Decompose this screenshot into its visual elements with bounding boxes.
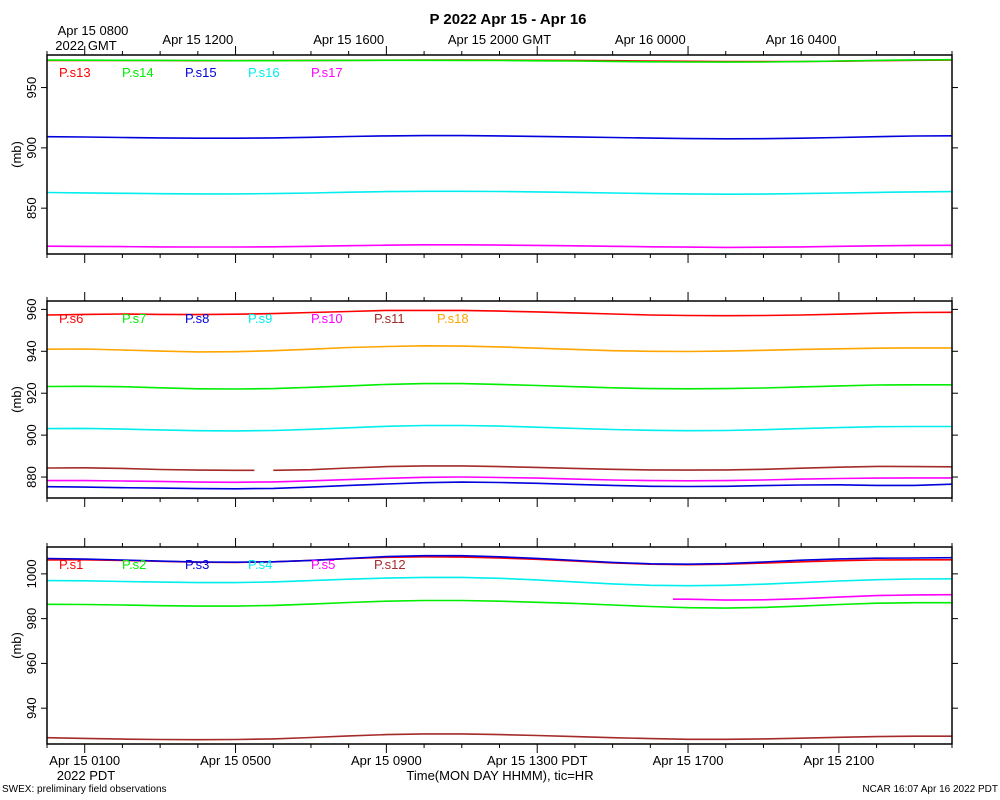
top-axis-first-label-line2: 2022 GMT	[55, 38, 116, 53]
series-line-P-s8	[46, 481, 953, 490]
bottom-axis-label: Apr 15 0500	[200, 753, 271, 768]
series-line-P-s3	[46, 554, 953, 566]
series-line-P-s17	[46, 244, 953, 249]
y-tick-label: 1000	[24, 559, 39, 588]
legend-label-P-s6: P.s6	[59, 311, 83, 326]
legend-label-P-s14: P.s14	[122, 65, 154, 80]
bottom-axis-tz-label: 2022 PDT	[57, 768, 116, 783]
series-line-P-s15	[46, 134, 953, 140]
top-axis-label: Apr 16 0400	[766, 32, 837, 47]
y-tick-label: 900	[24, 137, 39, 159]
y-tick-label: 980	[24, 608, 39, 630]
series-line-P-s7	[46, 382, 952, 390]
legend-label-P-s13: P.s13	[59, 65, 91, 80]
series-line-P-s10	[47, 476, 952, 484]
y-axis-label: (mb)	[9, 632, 24, 659]
bottom-axis-label: Apr 15 1300 PDT	[487, 753, 588, 768]
series-line-P-s4	[46, 576, 953, 587]
legend-label-P-s1: P.s1	[59, 557, 83, 572]
footer-right: NCAR 16:07 Apr 16 2022 PDT	[862, 784, 998, 795]
x-axis-title: Time(MON DAY HHMM), tic=HR	[406, 768, 593, 783]
series-line-P-s2	[46, 599, 952, 609]
legend-label-P-s16: P.s16	[248, 65, 280, 80]
series-line-P-s1	[46, 555, 952, 566]
y-tick-label: 880	[24, 466, 39, 488]
top-axis-label: Apr 15 1200	[162, 32, 233, 47]
series-line-P-s5	[673, 593, 953, 601]
y-tick-label: 950	[24, 77, 39, 99]
y-axis-label: (mb)	[9, 141, 24, 168]
y-tick-label: 960	[24, 653, 39, 675]
series-line-P-s11	[46, 466, 255, 472]
bottom-axis-label: Apr 15 0100	[49, 753, 120, 768]
legend-label-P-s17: P.s17	[311, 65, 343, 80]
legend-label-P-s10: P.s10	[311, 311, 343, 326]
panel-1: 850 900 950 (mb) P.s13 P.s14 P.s15 P.s16 P.s17	[9, 46, 958, 263]
bottom-axis-label: Apr 15 1700	[653, 753, 724, 768]
panel-3: 940 960 980 1000 (mb) P.s1 P.s2 P.s3 P.s4 P.s5 P.s…	[9, 538, 958, 753]
y-tick-label: 940	[24, 340, 39, 362]
legend-label-P-s11: P.s11	[374, 311, 405, 326]
series-line-P-s18	[46, 344, 952, 353]
legend-label-P-s9: P.s9	[248, 311, 272, 326]
y-tick-label: 960	[24, 299, 39, 321]
bottom-axis-label: Apr 15 0900	[351, 753, 422, 768]
panel-frame	[46, 546, 953, 745]
series-line-P-s6	[46, 309, 953, 317]
y-axis-label: (mb)	[9, 386, 24, 413]
legend-label-P-s8: P.s8	[185, 311, 209, 326]
panel-2: 880 900 920 940 960 (mb) P.s6 P.s7 P.s8 P.s9 P.s10…	[9, 292, 958, 507]
legend-label-P-s2: P.s2	[122, 557, 146, 572]
top-axis-label: Apr 15 1600	[313, 32, 384, 47]
top-axis-label: Apr 16 0000	[615, 32, 686, 47]
chart-panels: 850 900 950 (mb) P.s13 P.s14 P.s15 P.s16 P.s17 88…	[9, 32, 958, 768]
y-tick-label: 900	[24, 424, 39, 446]
legend-label-P-s18: P.s18	[437, 311, 469, 326]
footer-left: SWEX: preliminary field observations	[2, 784, 167, 795]
y-tick-label: 920	[24, 382, 39, 404]
legend-label-P-s4: P.s4	[248, 557, 272, 572]
legend-label-P-s7: P.s7	[122, 311, 146, 326]
top-axis-label: Apr 15 2000 GMT	[448, 32, 551, 47]
bottom-axis-label: Apr 15 2100	[803, 753, 874, 768]
series-line-P-s9	[46, 424, 952, 432]
y-tick-label: 850	[24, 197, 39, 219]
series-line-P-s11-seg2	[273, 465, 953, 472]
series-line-P-s14	[46, 58, 953, 63]
legend-label-P-s15: P.s15	[185, 65, 217, 80]
panel-frame	[46, 54, 953, 255]
series-line-P-s12	[46, 733, 952, 741]
series-line-P-s16	[46, 190, 953, 196]
legend-label-P-s5: P.s5	[311, 557, 335, 572]
legend-label-P-s3: P.s3	[185, 557, 209, 572]
chart-title: P 2022 Apr 15 - Apr 16	[429, 11, 586, 28]
y-tick-label: 940	[24, 697, 39, 719]
legend-label-P-s12: P.s12	[374, 557, 406, 572]
top-axis-first-label-line1: Apr 15 0800	[58, 23, 129, 38]
